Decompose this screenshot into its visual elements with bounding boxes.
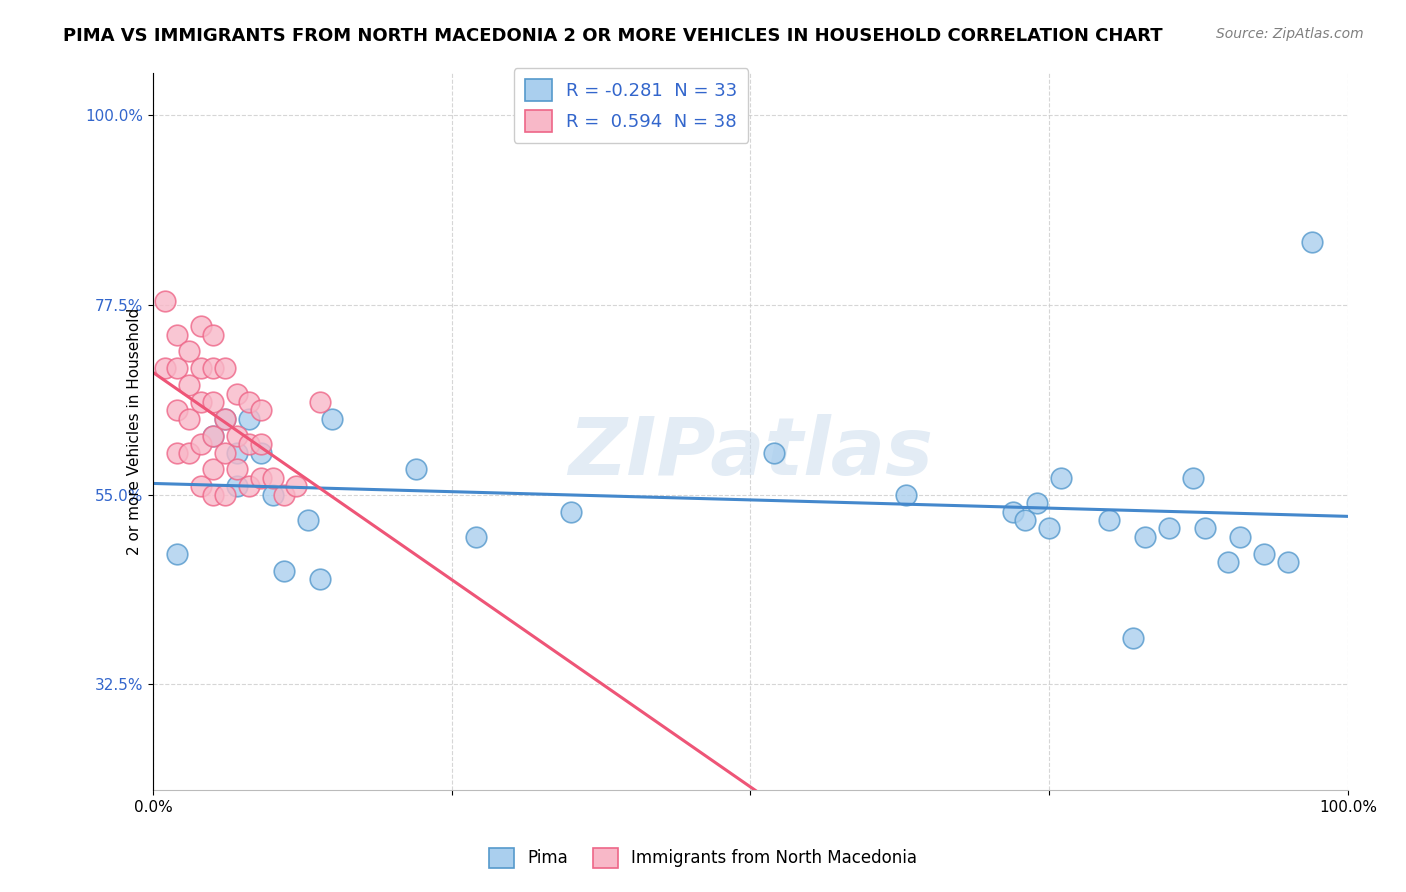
Point xyxy=(1229,530,1251,544)
Point xyxy=(285,479,308,493)
Point xyxy=(177,412,200,426)
Point xyxy=(1050,471,1073,485)
Point xyxy=(214,445,236,459)
Point xyxy=(214,488,236,502)
Point xyxy=(249,437,271,451)
Point xyxy=(214,412,236,426)
Point xyxy=(1157,521,1180,535)
Point xyxy=(190,319,212,334)
Point xyxy=(1038,521,1060,535)
Point xyxy=(262,471,284,485)
Point xyxy=(201,361,224,376)
Point xyxy=(190,361,212,376)
Point xyxy=(225,445,247,459)
Point xyxy=(1218,555,1240,569)
Point xyxy=(177,445,200,459)
Point xyxy=(1014,513,1036,527)
Point xyxy=(560,505,582,519)
Point xyxy=(214,412,236,426)
Point xyxy=(166,403,188,417)
Point xyxy=(153,293,176,308)
Point xyxy=(214,361,236,376)
Point xyxy=(249,403,271,417)
Point xyxy=(201,429,224,443)
Point xyxy=(309,572,332,586)
Point xyxy=(190,437,212,451)
Point xyxy=(190,479,212,493)
Point xyxy=(297,513,319,527)
Point xyxy=(201,488,224,502)
Point xyxy=(1133,530,1156,544)
Legend: R = -0.281  N = 33, R =  0.594  N = 38: R = -0.281 N = 33, R = 0.594 N = 38 xyxy=(513,68,748,143)
Point xyxy=(262,488,284,502)
Text: ZIPatlas: ZIPatlas xyxy=(568,414,934,492)
Point xyxy=(225,479,247,493)
Point xyxy=(177,378,200,392)
Point xyxy=(273,564,295,578)
Point xyxy=(1098,513,1121,527)
Point xyxy=(225,429,247,443)
Point xyxy=(225,386,247,401)
Point xyxy=(166,547,188,561)
Point xyxy=(201,429,224,443)
Point xyxy=(249,471,271,485)
Point xyxy=(201,395,224,409)
Point xyxy=(1194,521,1216,535)
Point xyxy=(201,327,224,342)
Y-axis label: 2 or more Vehicles in Household: 2 or more Vehicles in Household xyxy=(127,308,142,555)
Point xyxy=(190,395,212,409)
Legend: Pima, Immigrants from North Macedonia: Pima, Immigrants from North Macedonia xyxy=(482,841,924,875)
Point xyxy=(321,412,343,426)
Point xyxy=(166,327,188,342)
Point xyxy=(1002,505,1025,519)
Point xyxy=(309,395,332,409)
Point xyxy=(238,395,260,409)
Point xyxy=(153,361,176,376)
Text: PIMA VS IMMIGRANTS FROM NORTH MACEDONIA 2 OR MORE VEHICLES IN HOUSEHOLD CORRELAT: PIMA VS IMMIGRANTS FROM NORTH MACEDONIA … xyxy=(63,27,1163,45)
Point xyxy=(238,479,260,493)
Point xyxy=(225,462,247,476)
Point xyxy=(273,488,295,502)
Point xyxy=(166,445,188,459)
Point xyxy=(166,361,188,376)
Point xyxy=(1301,235,1323,249)
Point xyxy=(238,412,260,426)
Text: Source: ZipAtlas.com: Source: ZipAtlas.com xyxy=(1216,27,1364,41)
Point xyxy=(1181,471,1204,485)
Point xyxy=(201,462,224,476)
Point xyxy=(249,445,271,459)
Point xyxy=(763,445,786,459)
Point xyxy=(1122,631,1144,645)
Point xyxy=(177,344,200,359)
Point xyxy=(1026,496,1049,510)
Point xyxy=(894,488,917,502)
Point xyxy=(464,530,486,544)
Point xyxy=(238,437,260,451)
Point xyxy=(405,462,427,476)
Point xyxy=(1277,555,1299,569)
Point xyxy=(1253,547,1275,561)
